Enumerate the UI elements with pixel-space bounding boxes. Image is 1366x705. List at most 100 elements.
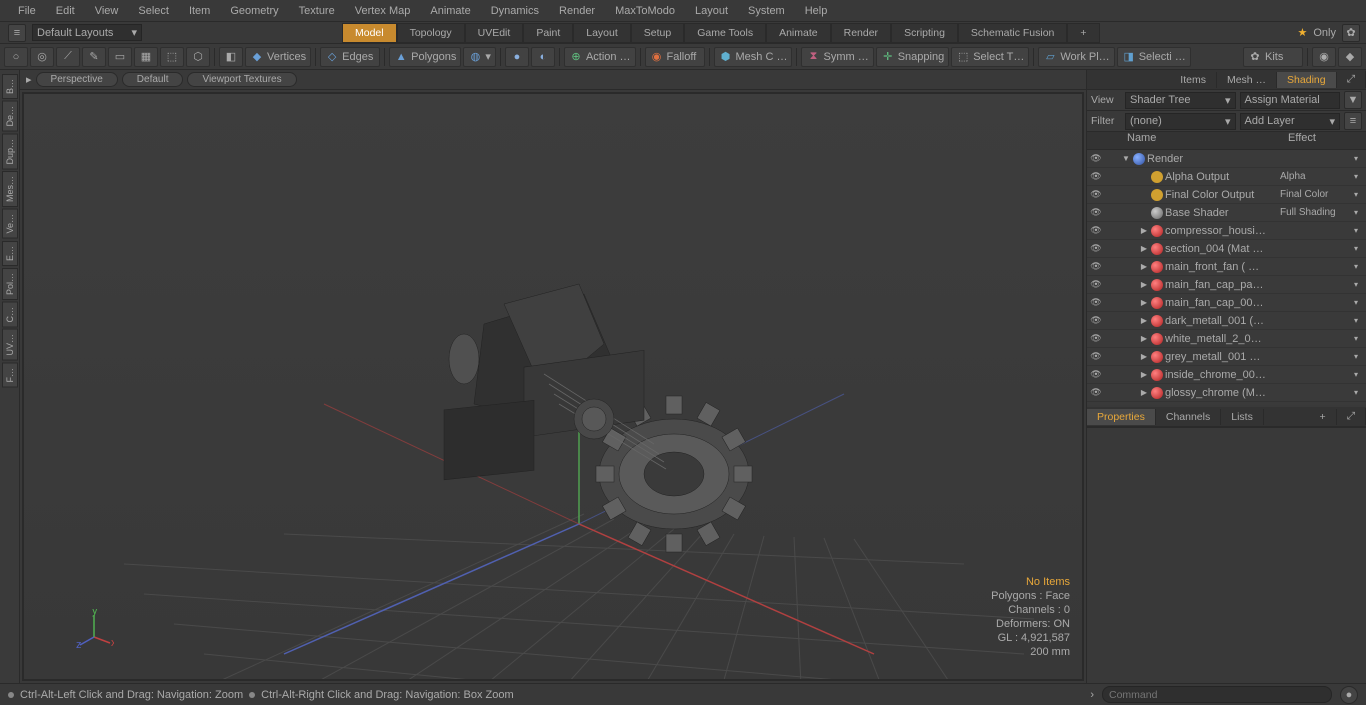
add-layer-dropdown[interactable]: Add Layer▾ (1240, 113, 1340, 130)
col-effect[interactable]: Effect (1288, 132, 1366, 149)
layout-menu-icon[interactable]: ≡ (8, 24, 26, 42)
tree-item-menu-icon[interactable]: ▾ (1354, 226, 1364, 235)
menu-select[interactable]: Select (128, 5, 179, 17)
kits-button[interactable]: ✿Kits (1243, 47, 1303, 67)
tree-item-menu-icon[interactable]: ▾ (1354, 316, 1364, 325)
expand-icon[interactable]: ▶ (1139, 226, 1149, 235)
menu-vertexmap[interactable]: Vertex Map (345, 5, 421, 17)
tree-item-menu-icon[interactable]: ▾ (1354, 244, 1364, 253)
visibility-icon[interactable]: 👁 (1089, 243, 1103, 254)
tree-row[interactable]: 👁▶dark_metall_001 (…▾ (1087, 312, 1366, 330)
layout-tab-topology[interactable]: Topology (397, 23, 465, 43)
visibility-icon[interactable]: 👁 (1089, 351, 1103, 362)
visibility-icon[interactable]: 👁 (1089, 171, 1103, 182)
tool-grid-icon[interactable]: ▦ (134, 47, 158, 67)
command-input[interactable] (1102, 686, 1332, 703)
vertices-button[interactable]: ◆Vertices (245, 47, 311, 67)
tree-item-menu-icon[interactable]: ▾ (1354, 262, 1364, 271)
layout-tab-add[interactable]: + (1067, 23, 1099, 43)
record-icon[interactable]: ● (1340, 686, 1358, 704)
tree-row[interactable]: 👁▶glossy_chrome (M…▾ (1087, 384, 1366, 402)
menu-texture[interactable]: Texture (289, 5, 345, 17)
expand-icon[interactable]: ▶ (1139, 352, 1149, 361)
tree-row[interactable]: 👁Final Color OutputFinal Color▾ (1087, 186, 1366, 204)
visibility-icon[interactable]: 👁 (1089, 387, 1103, 398)
menu-animate[interactable]: Animate (420, 5, 480, 17)
visibility-icon[interactable]: 👁 (1089, 189, 1103, 200)
layout-tab-gametools[interactable]: Game Tools (684, 23, 766, 43)
vp-collapse-icon[interactable]: ▸ (26, 73, 32, 86)
dock-tab-8[interactable]: UV… (2, 329, 18, 361)
dock-tab-3[interactable]: Mes… (2, 171, 18, 207)
dock-tab-0[interactable]: B… (2, 74, 18, 99)
dock-tab-9[interactable]: F… (2, 363, 18, 388)
expand-icon[interactable]: ▶ (1139, 280, 1149, 289)
tree-row[interactable]: 👁▶white_metall_2_0…▾ (1087, 330, 1366, 348)
workpl-button[interactable]: ▱Work Pl… (1038, 47, 1114, 67)
menu-dynamics[interactable]: Dynamics (481, 5, 549, 17)
filter-dropdown[interactable]: (none)▾ (1125, 113, 1236, 130)
col-name[interactable]: Name (1087, 132, 1288, 149)
tree-item-menu-icon[interactable]: ▾ (1354, 388, 1364, 397)
menu-edit[interactable]: Edit (46, 5, 85, 17)
tree-row[interactable]: 👁▶inside_chrome_00…▾ (1087, 366, 1366, 384)
vp-tab-default[interactable]: Default (122, 72, 184, 87)
symm-button[interactable]: ⧗Symm … (801, 47, 873, 67)
tool-circle-icon[interactable]: ○ (4, 47, 28, 67)
tree-item-menu-icon[interactable]: ▾ (1354, 370, 1364, 379)
menu-layout[interactable]: Layout (685, 5, 738, 17)
visibility-icon[interactable]: 👁 (1089, 261, 1103, 272)
falloff-button[interactable]: ◉Falloff (645, 47, 705, 67)
dock-tab-2[interactable]: Dup… (2, 134, 18, 170)
tool-prim-icon[interactable]: ◍▾ (463, 47, 496, 67)
snapping-button[interactable]: ✛Snapping (876, 47, 950, 67)
visibility-icon[interactable]: 👁 (1089, 225, 1103, 236)
tool-hex-icon[interactable]: ⬡ (186, 47, 210, 67)
tree-item-menu-icon[interactable]: ▾ (1354, 190, 1364, 199)
menu-file[interactable]: File (8, 5, 46, 17)
tree-row[interactable]: 👁▼Render▾ (1087, 150, 1366, 168)
menu-system[interactable]: System (738, 5, 795, 17)
layout-tab-paint[interactable]: Paint (523, 23, 573, 43)
vp-tab-textures[interactable]: Viewport Textures (187, 72, 296, 87)
menu-geometry[interactable]: Geometry (220, 5, 288, 17)
layout-tab-scripting[interactable]: Scripting (891, 23, 958, 43)
expand-icon[interactable]: ▶ (1139, 388, 1149, 397)
assign-material-dropdown[interactable]: Assign Material (1240, 92, 1340, 109)
panel-expand-icon[interactable]: ⤢ (1337, 71, 1366, 88)
layout-tab-render[interactable]: Render (831, 23, 891, 43)
expand-icon[interactable]: ▼ (1121, 154, 1131, 163)
shader-tree-dropdown[interactable]: Shader Tree▾ (1125, 92, 1236, 109)
tree-item-menu-icon[interactable]: ▾ (1354, 352, 1364, 361)
tree-item-menu-icon[interactable]: ▾ (1354, 154, 1364, 163)
expand-icon[interactable]: ▶ (1139, 334, 1149, 343)
tree-row[interactable]: 👁▶main_fan_cap_00…▾ (1087, 294, 1366, 312)
gear-icon[interactable]: ✿ (1342, 24, 1360, 42)
layout-tab-animate[interactable]: Animate (766, 23, 831, 43)
menu-item[interactable]: Item (179, 5, 220, 17)
tree-row[interactable]: 👁Base ShaderFull Shading▾ (1087, 204, 1366, 222)
selectt-button[interactable]: ⬚Select T… (951, 47, 1029, 67)
only-label[interactable]: Only (1313, 27, 1336, 39)
expand-icon[interactable]: ▶ (1139, 298, 1149, 307)
tree-row[interactable]: 👁▶main_fan_cap_pa…▾ (1087, 276, 1366, 294)
edges-button[interactable]: ◇Edges (320, 47, 380, 67)
tree-item-menu-icon[interactable]: ▾ (1354, 172, 1364, 181)
visibility-icon[interactable]: 👁 (1089, 369, 1103, 380)
visibility-icon[interactable]: 👁 (1089, 153, 1103, 164)
tree-row[interactable]: 👁▶main_front_fan ( …▾ (1087, 258, 1366, 276)
tree-item-menu-icon[interactable]: ▾ (1354, 280, 1364, 289)
selecti-button[interactable]: ◨Selecti … (1117, 47, 1191, 67)
panel-tab-mesh[interactable]: Mesh … (1217, 72, 1277, 88)
menu-render[interactable]: Render (549, 5, 605, 17)
layout-tab-schematic[interactable]: Schematic Fusion (958, 23, 1067, 43)
polygons-button[interactable]: ▲Polygons (389, 47, 461, 67)
tool-cube-icon[interactable]: ◧ (219, 47, 243, 67)
tree-item-menu-icon[interactable]: ▾ (1354, 208, 1364, 217)
tree-row[interactable]: 👁▶compressor_housi…▾ (1087, 222, 1366, 240)
viewport-canvas[interactable]: x y z No Items Polygons : Face Channels … (22, 92, 1084, 681)
tool-box-icon[interactable]: ⬚ (160, 47, 184, 67)
tool-pick-icon[interactable]: ✎ (82, 47, 106, 67)
dock-tab-7[interactable]: C… (2, 302, 18, 328)
shader-tree[interactable]: 👁▼Render▾👁Alpha OutputAlpha▾👁Final Color… (1087, 150, 1366, 405)
